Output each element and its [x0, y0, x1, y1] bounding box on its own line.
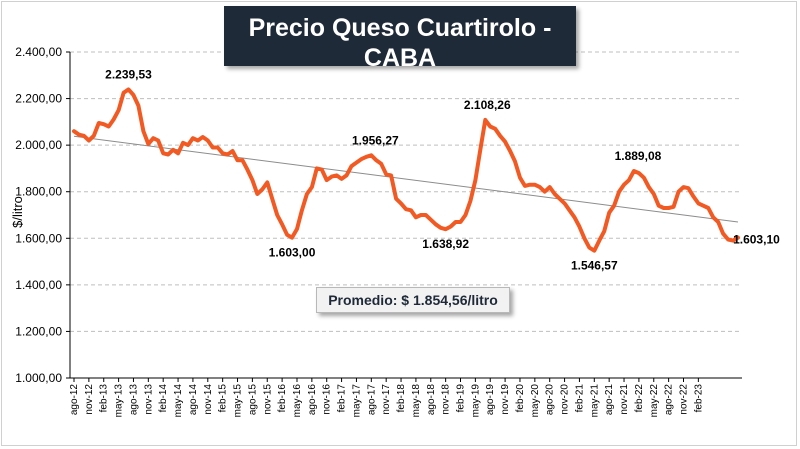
x-tick-labels: ago-12 nov-12 feb-13 may-13 ago-13 nov-13 feb-…: [69, 384, 704, 418]
y-tick-label: 1.600,00: [15, 231, 62, 245]
x-tick-label: feb-20: [515, 384, 526, 413]
x-tick-label: ago-16: [307, 384, 318, 416]
x-tick-label: feb-22: [634, 384, 645, 413]
x-tick-label: ago-12: [69, 384, 80, 416]
x-tick-label: feb-23: [693, 384, 704, 413]
x-tick-label: ago-14: [188, 384, 199, 416]
x-tick-label: may-14: [173, 384, 184, 418]
x-tick-label: feb-18: [396, 384, 407, 413]
x-tick-label: feb-14: [158, 384, 169, 413]
x-tick-label: may-16: [292, 384, 303, 418]
y-tick-label: 2.400,00: [15, 45, 62, 59]
chart-title: Precio Queso Cuartirolo - CABA: [248, 14, 552, 72]
x-tick-label: nov-21: [619, 384, 630, 415]
y-tick-label: 2.000,00: [15, 138, 62, 152]
y-tick-label: 1.000,00: [15, 371, 62, 385]
x-tick-label: ago-19: [485, 384, 496, 416]
x-tick-label: nov-12: [84, 384, 95, 415]
x-tick-label: feb-15: [218, 384, 229, 413]
x-tick-label: ago-15: [247, 384, 258, 416]
x-tick-label: feb-13: [99, 384, 110, 413]
x-tick-label: feb-17: [337, 384, 348, 413]
x-tick-label: may-19: [470, 384, 481, 418]
data-label: 2.239,53: [105, 67, 152, 81]
series-line-group: [72, 87, 740, 253]
x-tick-label: feb-16: [277, 384, 288, 413]
data-labels: 2.239,53 1.603,00 1.956,27 1.638,92 2.108,26…: [105, 67, 780, 272]
axes: [66, 51, 742, 382]
y-tick-label: 1.400,00: [15, 278, 62, 292]
x-tick-label: ago-22: [664, 384, 675, 416]
x-tick-label: nov-17: [381, 384, 392, 415]
data-label: 1.889,08: [615, 149, 662, 163]
trend-line-group: [73, 135, 739, 223]
y-tick-label: 1.200,00: [15, 324, 62, 338]
x-tick-label: nov-20: [560, 384, 571, 415]
average-annotation: Promedio: $ 1.854,56/litro: [316, 287, 510, 313]
data-label: 1.956,27: [352, 133, 399, 147]
x-tick-label: nov-16: [322, 384, 333, 415]
x-tick-label: may-17: [351, 384, 362, 418]
trend-line: [73, 135, 739, 223]
data-label: 1.546,57: [571, 259, 618, 273]
x-tick-label: feb-19: [456, 384, 467, 413]
x-tick-label: nov-14: [203, 384, 214, 415]
x-tick-label: ago-20: [545, 384, 556, 416]
x-tick-label: may-15: [233, 384, 244, 418]
y-tick-label: 2.200,00: [15, 92, 62, 106]
x-tick-label: nov-15: [262, 384, 273, 415]
data-label: 2.108,26: [464, 98, 511, 112]
y-axis-label: $/litro: [10, 196, 25, 228]
x-tick-label: feb-21: [574, 384, 585, 413]
x-tick-label: may-21: [589, 384, 600, 418]
data-label: 1.603,10: [733, 232, 780, 246]
data-label: 1.638,92: [422, 237, 469, 251]
x-tick-label: ago-21: [604, 384, 615, 416]
x-tick-label: may-20: [530, 384, 541, 418]
x-tick-label: nov-22: [678, 384, 689, 415]
series-line: [72, 87, 740, 253]
x-tick-label: nov-19: [500, 384, 511, 415]
x-tick-label: may-13: [114, 384, 125, 418]
x-tick-label: ago-17: [366, 384, 377, 416]
x-tick-label: nov-18: [441, 384, 452, 415]
chart-subtitle: - ajustado por IPC -: [339, 76, 461, 92]
x-tick-label: ago-18: [426, 384, 437, 416]
chart-title-box: Precio Queso Cuartirolo - CABA - ajustad…: [224, 6, 576, 92]
x-tick-label: may-18: [411, 384, 422, 418]
x-tick-label: ago-13: [128, 384, 139, 416]
y-tick-labels: 1.000,00 1.200,00 1.400,00 1.600,00 1.800,00…: [15, 45, 62, 385]
data-label: 1.603,00: [269, 246, 316, 260]
x-tick-label: nov-13: [143, 384, 154, 415]
x-tick-label: may-22: [649, 384, 660, 418]
y-tick-label: 1.800,00: [15, 185, 62, 199]
